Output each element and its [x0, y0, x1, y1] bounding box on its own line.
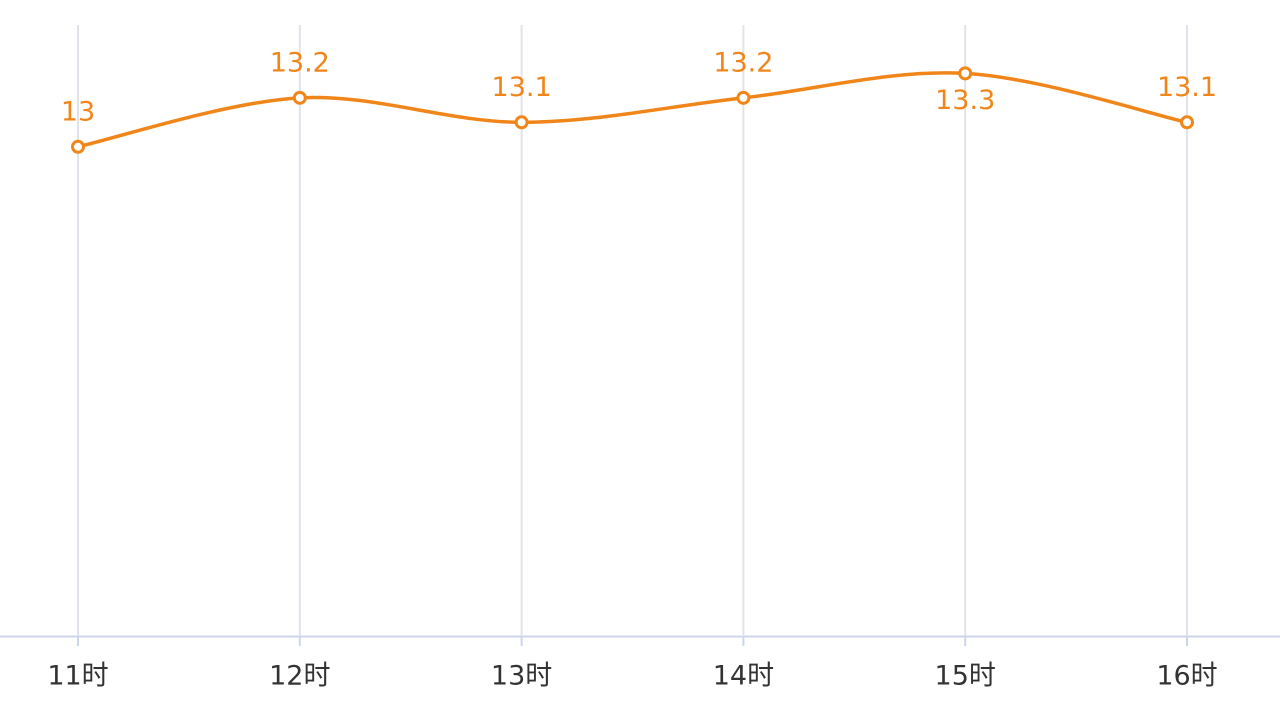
line — [77, 71, 1188, 149]
point — [292, 90, 307, 105]
data-label: 13.2 — [713, 47, 773, 78]
x-tick-label: 16时 — [1156, 661, 1217, 692]
point — [958, 66, 973, 81]
data-label: 13.3 — [935, 85, 995, 116]
data-label: 13.1 — [492, 72, 552, 103]
x-tick-label: 14时 — [713, 661, 774, 692]
data-label: 13.1 — [1157, 72, 1217, 103]
x-tick-label: 11时 — [47, 661, 108, 692]
point — [1180, 115, 1194, 130]
point — [514, 115, 529, 130]
point — [71, 139, 85, 154]
x-tick-label: 12时 — [269, 661, 330, 692]
x-tick-label: 15时 — [935, 661, 996, 692]
x-tick-label: 13时 — [491, 661, 552, 692]
data-label: 13.2 — [270, 47, 330, 78]
point — [736, 90, 751, 105]
data-label: 13 — [61, 96, 95, 127]
